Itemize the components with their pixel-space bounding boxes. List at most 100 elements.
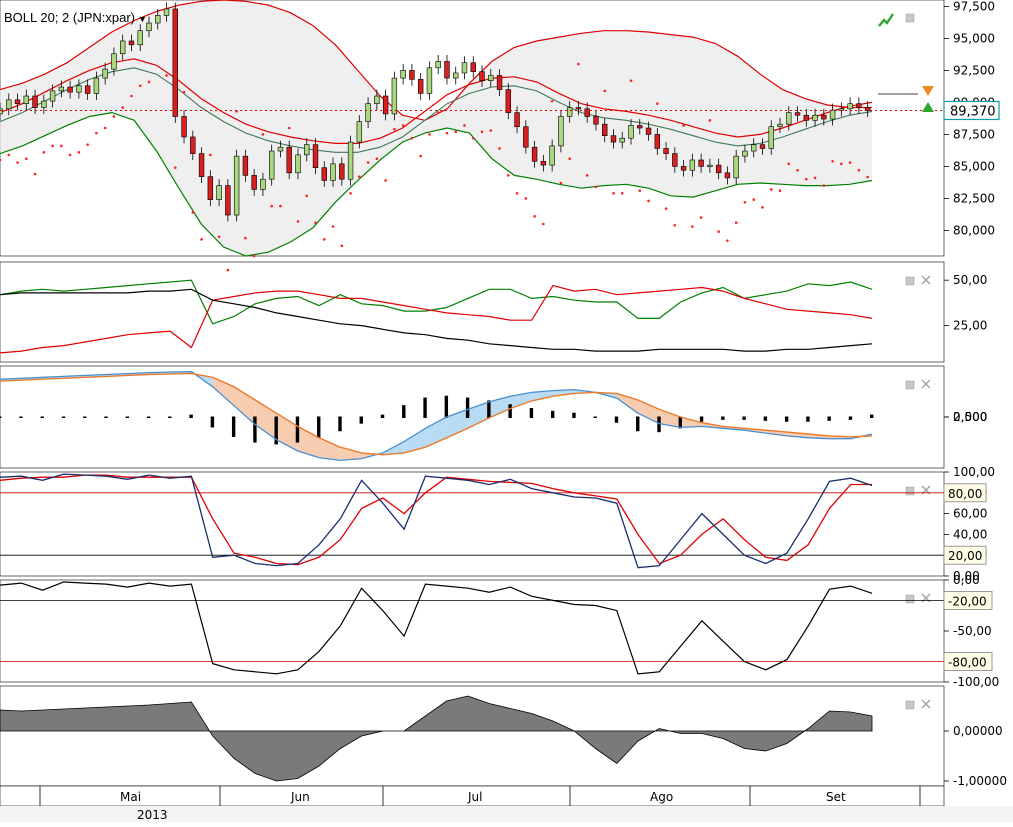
panel-settings-icon (905, 700, 915, 710)
candle-body (645, 127, 652, 135)
sar-dot (734, 221, 738, 225)
sar-dot (252, 254, 256, 258)
candle-body (829, 109, 836, 120)
candle-body (6, 99, 12, 110)
sar-dot (7, 153, 11, 157)
y-tick-label: 97,500 (953, 0, 995, 13)
sar-dot (86, 143, 89, 146)
candle-body (584, 108, 590, 117)
sar-dot (51, 144, 54, 148)
sar-dot (542, 222, 545, 226)
sar-dot (682, 124, 685, 127)
histogram-bar (742, 416, 746, 420)
sar-dot (550, 99, 554, 103)
sar-dot (226, 268, 230, 272)
sar-dot (419, 154, 422, 158)
sar-dot (130, 94, 133, 98)
last-price-label: 89,370 (950, 104, 996, 119)
level-label: -80,00 (948, 656, 987, 670)
macd-fill-segment (510, 392, 532, 409)
macd-fill-segment (638, 400, 660, 424)
panel-settings-icon (905, 594, 915, 604)
sar-dot (287, 126, 291, 130)
trend-arrow-icon (878, 13, 894, 27)
candle-body (137, 30, 143, 46)
candle-body (356, 121, 363, 143)
candle-body (163, 8, 170, 16)
sar-dot (787, 162, 791, 166)
histogram-bar (614, 416, 619, 423)
candle-body (251, 175, 257, 190)
y-tick-label: -50,00 (953, 624, 992, 638)
sar-dot (103, 126, 107, 130)
y-tick-label: 25,00 (953, 319, 987, 333)
sar-dot (778, 189, 782, 193)
y-tick-label: 80,000 (953, 223, 995, 237)
sar-dot (0, 158, 2, 162)
candle-body (794, 112, 801, 116)
candle-body (724, 172, 731, 179)
sar-dot (121, 106, 124, 109)
sar-dot (191, 211, 195, 214)
macd-fill-segment (531, 390, 553, 401)
histogram-bar (636, 416, 640, 432)
candle-body (207, 176, 214, 200)
candle-body (531, 146, 538, 162)
y-tick-label: 60,00 (953, 507, 987, 521)
macd-fill-segment (233, 386, 256, 425)
x-year-label: 2013 (137, 808, 168, 822)
x-tick-label: Jul (467, 790, 482, 804)
sar-dot (489, 129, 493, 132)
candle-body (672, 153, 678, 167)
y-tick-label: 100,00 (953, 465, 995, 479)
candle-body (470, 62, 476, 72)
sar-dot (244, 236, 247, 240)
level-label: 80,00 (948, 487, 982, 501)
candle-body (435, 61, 441, 69)
indicator-selector[interactable]: BOLL 20; 2 (JPN:xpar) ▼ (4, 10, 147, 25)
candle-body (698, 159, 704, 167)
sar-dot (577, 62, 580, 66)
candle-body (733, 155, 739, 179)
triangle-down-icon[interactable]: ▼ (138, 14, 147, 24)
sar-dot (305, 194, 309, 198)
level-label-box (943, 545, 987, 565)
histogram-bar (359, 416, 363, 424)
candle-body (654, 134, 661, 149)
y-tick-label: 0,00 (953, 569, 980, 583)
candle-body (146, 22, 152, 32)
sar-dot (629, 79, 633, 82)
sar-dot (752, 198, 756, 201)
sar-dot (691, 225, 694, 228)
sar-dot (848, 161, 852, 164)
candle-body (444, 61, 450, 79)
candle-body (119, 40, 126, 55)
down-marker-icon (922, 86, 934, 96)
candle-body (0, 108, 3, 115)
candle-body (277, 146, 284, 152)
histogram-bar (125, 416, 130, 418)
candle-body (602, 123, 608, 136)
candle-body (628, 125, 634, 139)
candle-body (417, 79, 424, 94)
histogram-bar (444, 395, 449, 418)
candle-body (680, 166, 687, 171)
sar-dot (743, 200, 747, 204)
sar-dot (270, 204, 273, 208)
candle-body (803, 114, 809, 121)
panel-close-icon (921, 379, 931, 389)
candle-body (759, 144, 766, 149)
sar-dot (804, 177, 808, 181)
sar-dot (769, 188, 773, 191)
candle-body (610, 135, 617, 143)
sar-dot (507, 174, 510, 177)
candle-body (864, 107, 871, 111)
candle-body (812, 114, 818, 121)
y-tick-label: 0,000 (953, 410, 987, 424)
sar-dot (217, 235, 221, 239)
candle-body (540, 160, 547, 166)
level-label: 20,00 (948, 549, 982, 563)
macd-fill-segment (680, 417, 702, 428)
panel-frame (0, 261, 945, 363)
